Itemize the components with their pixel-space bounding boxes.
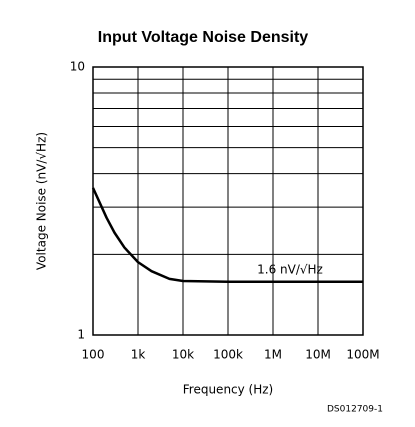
y-tick-label: 1 [77,328,85,342]
x-tick-label: 100 [82,348,105,362]
x-tick-label: 10k [172,348,194,362]
x-tick-label: 1k [131,348,146,362]
x-axis-label: Frequency (Hz) [183,383,274,397]
figure-code: DS012709-1 [327,405,383,415]
chart-title: Input Voltage Noise Density [98,29,309,46]
data-line [91,187,363,284]
y-axis-label: Voltage Noise (nV/√Hz) [35,132,49,270]
x-tick-label: 100M [346,348,379,362]
y-tick-label: 10 [70,60,85,74]
x-tick-label: 10M [305,348,331,362]
x-tick-label: 1M [264,348,282,362]
annotation: 1.6 nV/√Hz [257,263,323,277]
x-tick-label: 100k [213,348,243,362]
